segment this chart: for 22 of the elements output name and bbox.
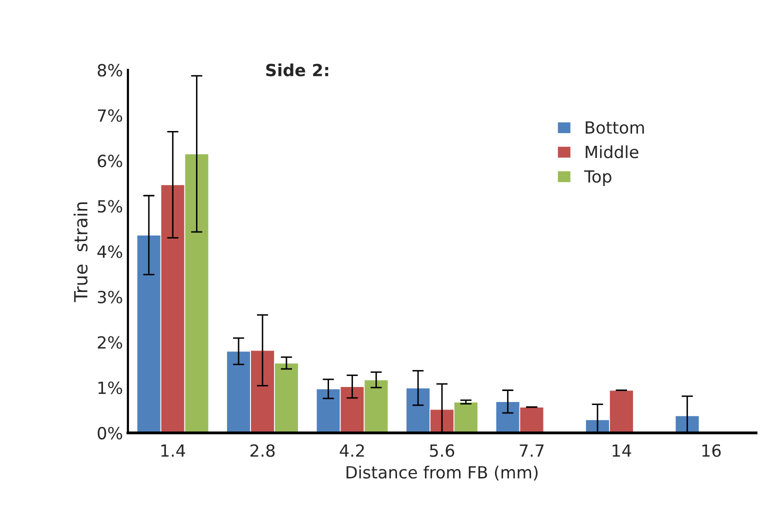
- y-tick-label: 3%: [98, 290, 122, 304]
- y-tick-label: 2%: [98, 336, 122, 349]
- x-tick-label: 4.2: [340, 444, 364, 457]
- y-tick-label: 1%: [98, 381, 122, 394]
- chart-title: Side 2:: [266, 63, 328, 76]
- y-tick-label: 0%: [98, 426, 122, 440]
- x-tick-label: 14: [612, 444, 632, 457]
- x-tick-label: 5.6: [430, 444, 454, 457]
- y-tick-label: 6%: [98, 154, 122, 168]
- legend-label: Middle: [586, 145, 638, 158]
- y-tick-label: 8%: [98, 64, 122, 77]
- y-tick-label: 7%: [98, 109, 122, 122]
- legend-label: Bottom: [586, 121, 644, 134]
- x-tick-label: 2.8: [250, 444, 275, 457]
- x-tick-label: 1.4: [161, 444, 186, 457]
- y-tick-label: 4%: [97, 245, 122, 258]
- x-axis-title: Distance from FB (mm): [346, 466, 538, 481]
- y-axis-title: True strain: [74, 202, 88, 302]
- legend-label: Top: [584, 170, 612, 186]
- y-tick-label: 5%: [98, 200, 122, 213]
- x-tick-label: 7.7: [520, 444, 544, 457]
- x-tick-label: 16: [702, 444, 721, 457]
